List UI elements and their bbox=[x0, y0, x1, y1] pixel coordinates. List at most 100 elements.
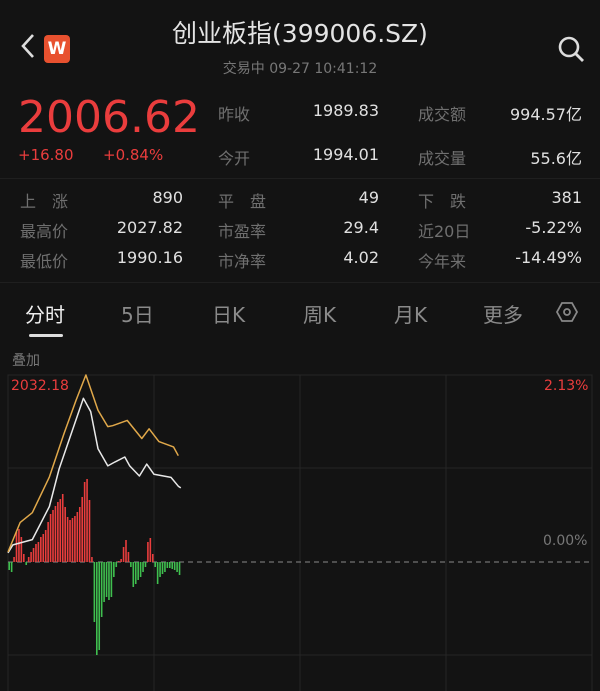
price-line bbox=[7, 397, 182, 554]
trading-status: 交易中 09-27 10:41:12 bbox=[222, 61, 378, 77]
stat-label: 市净率 bbox=[218, 252, 267, 271]
tab-intraday[interactable]: 分时 bbox=[25, 303, 65, 327]
tab-monthly-k[interactable]: 月K bbox=[394, 303, 428, 327]
stat-value: 49 bbox=[358, 188, 379, 207]
price-change-pct: +0.84% bbox=[103, 146, 164, 164]
tab-more[interactable]: 更多 bbox=[483, 303, 523, 327]
volume-bar bbox=[144, 562, 147, 567]
volume-bar bbox=[178, 562, 181, 575]
overlay-line bbox=[7, 374, 179, 553]
stat-value: -5.22% bbox=[525, 218, 582, 237]
back-chevron-left-icon[interactable] bbox=[18, 32, 40, 60]
stat-label: 最低价 bbox=[20, 252, 69, 271]
volume-bar bbox=[76, 512, 79, 562]
stat-value: 55.6亿 bbox=[530, 149, 582, 168]
volume-bar bbox=[113, 562, 115, 577]
stat-label: 平 盘 bbox=[218, 192, 267, 211]
tab-weekly-k[interactable]: 周K bbox=[303, 303, 337, 327]
stat-value: 1994.01 bbox=[312, 145, 379, 164]
volume-bar bbox=[147, 542, 149, 562]
volume-bar bbox=[57, 502, 59, 562]
tab-5day[interactable]: 5日 bbox=[121, 303, 154, 327]
stat-value: 994.57亿 bbox=[510, 105, 582, 124]
stat-label: 市盈率 bbox=[218, 222, 267, 241]
volume-bar bbox=[8, 562, 10, 570]
volume-bar bbox=[35, 544, 37, 562]
volume-bar bbox=[171, 562, 174, 569]
stat-label: 最高价 bbox=[20, 222, 69, 241]
volume-bar bbox=[59, 499, 62, 562]
volume-bar bbox=[166, 562, 169, 568]
stat-label: 成交额 bbox=[418, 105, 467, 124]
stat-label: 昨收 bbox=[218, 105, 251, 124]
volume-bar bbox=[10, 562, 13, 572]
volume-bar bbox=[42, 534, 45, 562]
search-icon[interactable] bbox=[556, 34, 586, 64]
volume-bar bbox=[88, 500, 91, 562]
volume-bar bbox=[130, 562, 132, 567]
volume-bar bbox=[27, 557, 30, 562]
stat-label: 成交量 bbox=[418, 149, 467, 168]
stat-value: -14.49% bbox=[515, 248, 582, 267]
active-tab-indicator bbox=[29, 334, 63, 337]
volume-bar bbox=[81, 497, 83, 562]
tab-daily-k[interactable]: 日K bbox=[212, 303, 246, 327]
volume-bar bbox=[103, 562, 105, 602]
stat-label: 近20日 bbox=[418, 222, 471, 241]
volume-bar bbox=[44, 530, 47, 562]
volume-bar bbox=[156, 562, 159, 584]
volume-bar bbox=[78, 507, 81, 562]
volume-bar bbox=[18, 529, 20, 562]
volume-bar bbox=[25, 562, 28, 565]
volume-bar bbox=[132, 562, 135, 587]
volume-bar bbox=[66, 517, 69, 562]
volume-bar bbox=[120, 559, 122, 562]
app-logo: W bbox=[44, 35, 70, 63]
stat-value: 1990.16 bbox=[116, 248, 183, 267]
volume-bar bbox=[117, 561, 120, 562]
volume-bar bbox=[134, 562, 137, 584]
volume-bar bbox=[32, 548, 35, 562]
volume-bar bbox=[149, 538, 152, 562]
volume-bar bbox=[100, 562, 103, 617]
volume-bar bbox=[61, 494, 64, 562]
volume-bar bbox=[20, 537, 23, 562]
stat-label: 今开 bbox=[218, 149, 251, 168]
volume-bar bbox=[83, 482, 86, 562]
volume-bar bbox=[30, 552, 32, 562]
volume-bar bbox=[176, 562, 178, 572]
volume-bar bbox=[164, 562, 166, 572]
volume-bar bbox=[122, 547, 125, 562]
overlay-button[interactable]: 叠加 bbox=[12, 353, 40, 369]
volume-bar bbox=[74, 516, 76, 562]
volume-bar bbox=[64, 507, 66, 562]
volume-bar bbox=[110, 562, 113, 597]
stat-value: 29.4 bbox=[343, 218, 379, 237]
volume-bar bbox=[23, 554, 25, 562]
volume-bar bbox=[127, 552, 130, 562]
volume-bar bbox=[54, 506, 57, 562]
volume-bar bbox=[125, 540, 127, 562]
price-change: +16.80 bbox=[18, 146, 74, 164]
volume-bar bbox=[154, 562, 156, 567]
stat-value: 381 bbox=[551, 188, 582, 207]
volume-bar bbox=[173, 562, 176, 570]
volume-bar bbox=[142, 562, 144, 572]
current-price: 2006.62 bbox=[18, 92, 200, 143]
hexagon-settings-icon[interactable] bbox=[555, 300, 579, 324]
volume-bar bbox=[108, 562, 110, 600]
volume-bar bbox=[161, 562, 164, 574]
volume-bar bbox=[151, 554, 154, 562]
volume-bar bbox=[93, 562, 96, 622]
volume-bar bbox=[13, 557, 15, 562]
stat-label: 下 跌 bbox=[418, 192, 467, 211]
stat-value: 2027.82 bbox=[116, 218, 183, 237]
y-top-pct-label: 2.13% bbox=[544, 378, 589, 394]
volume-bar bbox=[52, 510, 54, 562]
stat-label: 上 涨 bbox=[20, 192, 69, 211]
stat-value: 1989.83 bbox=[312, 101, 379, 120]
volume-bar bbox=[105, 562, 108, 597]
volume-bar bbox=[40, 537, 42, 562]
volume-bar bbox=[91, 557, 93, 562]
